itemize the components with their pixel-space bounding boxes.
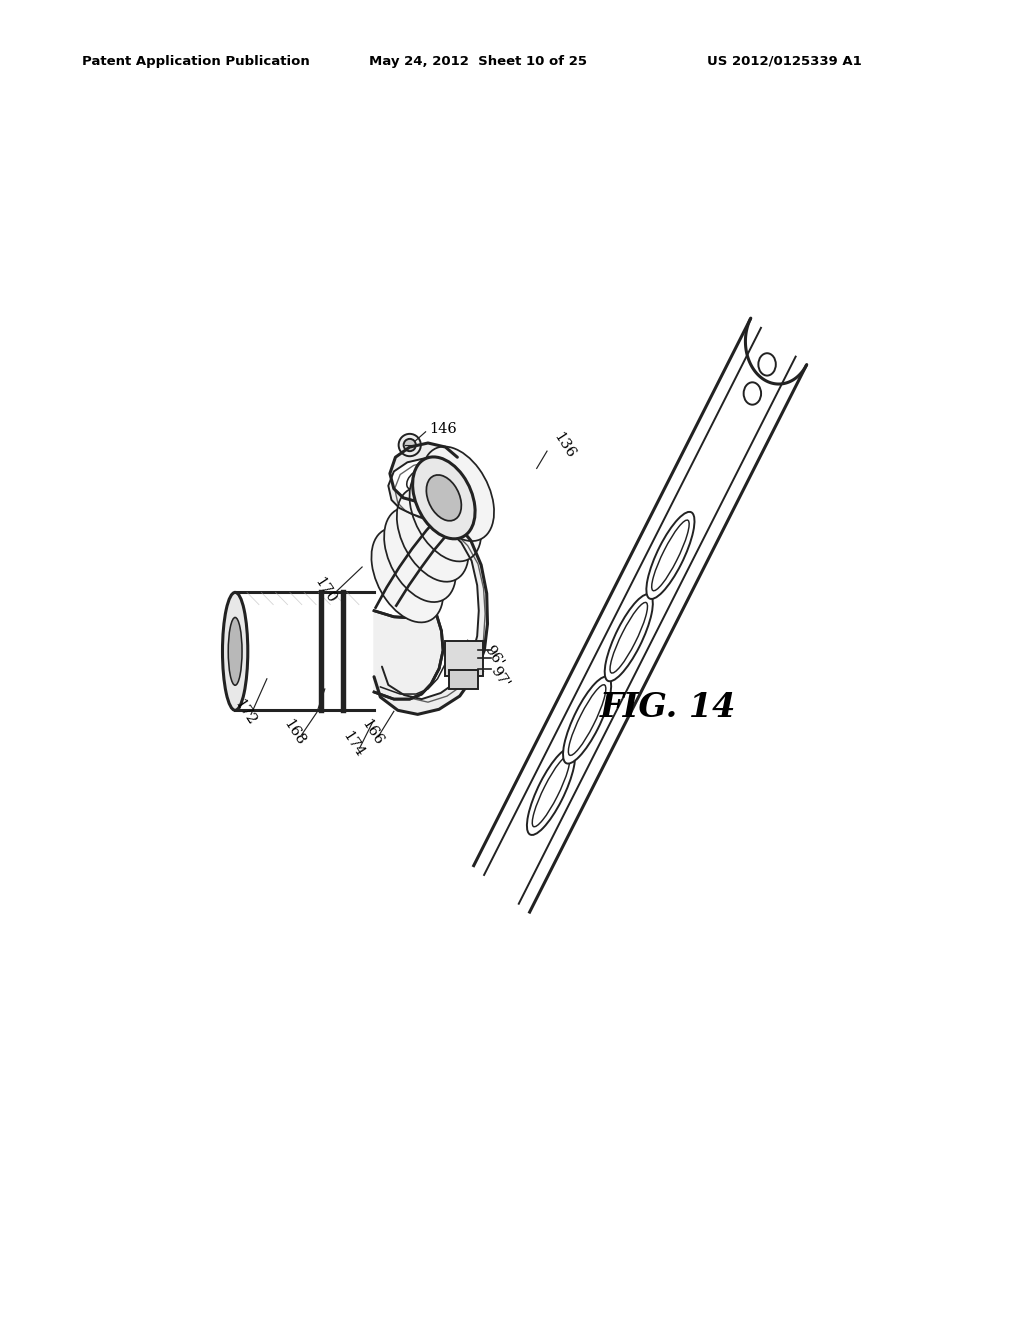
Text: 136: 136	[551, 429, 578, 461]
Ellipse shape	[372, 528, 443, 623]
Ellipse shape	[228, 618, 242, 685]
Ellipse shape	[646, 512, 694, 599]
Text: 96': 96'	[481, 643, 505, 669]
Ellipse shape	[222, 593, 248, 710]
Ellipse shape	[384, 507, 456, 602]
Text: FIG. 14: FIG. 14	[599, 690, 736, 723]
Text: 146: 146	[430, 422, 458, 436]
Circle shape	[759, 354, 776, 376]
Polygon shape	[374, 524, 443, 700]
Text: 97': 97'	[487, 664, 512, 690]
Ellipse shape	[422, 446, 494, 541]
Ellipse shape	[563, 677, 611, 763]
Ellipse shape	[424, 524, 452, 545]
Ellipse shape	[403, 438, 416, 451]
Polygon shape	[374, 444, 487, 714]
Text: US 2012/0125339 A1: US 2012/0125339 A1	[707, 54, 861, 67]
Ellipse shape	[397, 487, 469, 582]
Ellipse shape	[410, 467, 481, 561]
FancyBboxPatch shape	[444, 642, 482, 676]
Text: 170: 170	[311, 574, 338, 606]
Text: 166: 166	[359, 717, 386, 748]
Ellipse shape	[527, 748, 575, 836]
Text: 168: 168	[282, 717, 308, 748]
FancyBboxPatch shape	[450, 669, 478, 689]
Circle shape	[743, 383, 761, 405]
Text: 174: 174	[340, 730, 367, 760]
Ellipse shape	[605, 594, 653, 681]
Ellipse shape	[407, 470, 427, 490]
Ellipse shape	[398, 434, 421, 457]
Text: Patent Application Publication: Patent Application Publication	[82, 54, 309, 67]
Ellipse shape	[413, 457, 475, 539]
Text: 172: 172	[232, 697, 259, 727]
Ellipse shape	[426, 475, 462, 521]
Text: May 24, 2012  Sheet 10 of 25: May 24, 2012 Sheet 10 of 25	[369, 54, 587, 67]
